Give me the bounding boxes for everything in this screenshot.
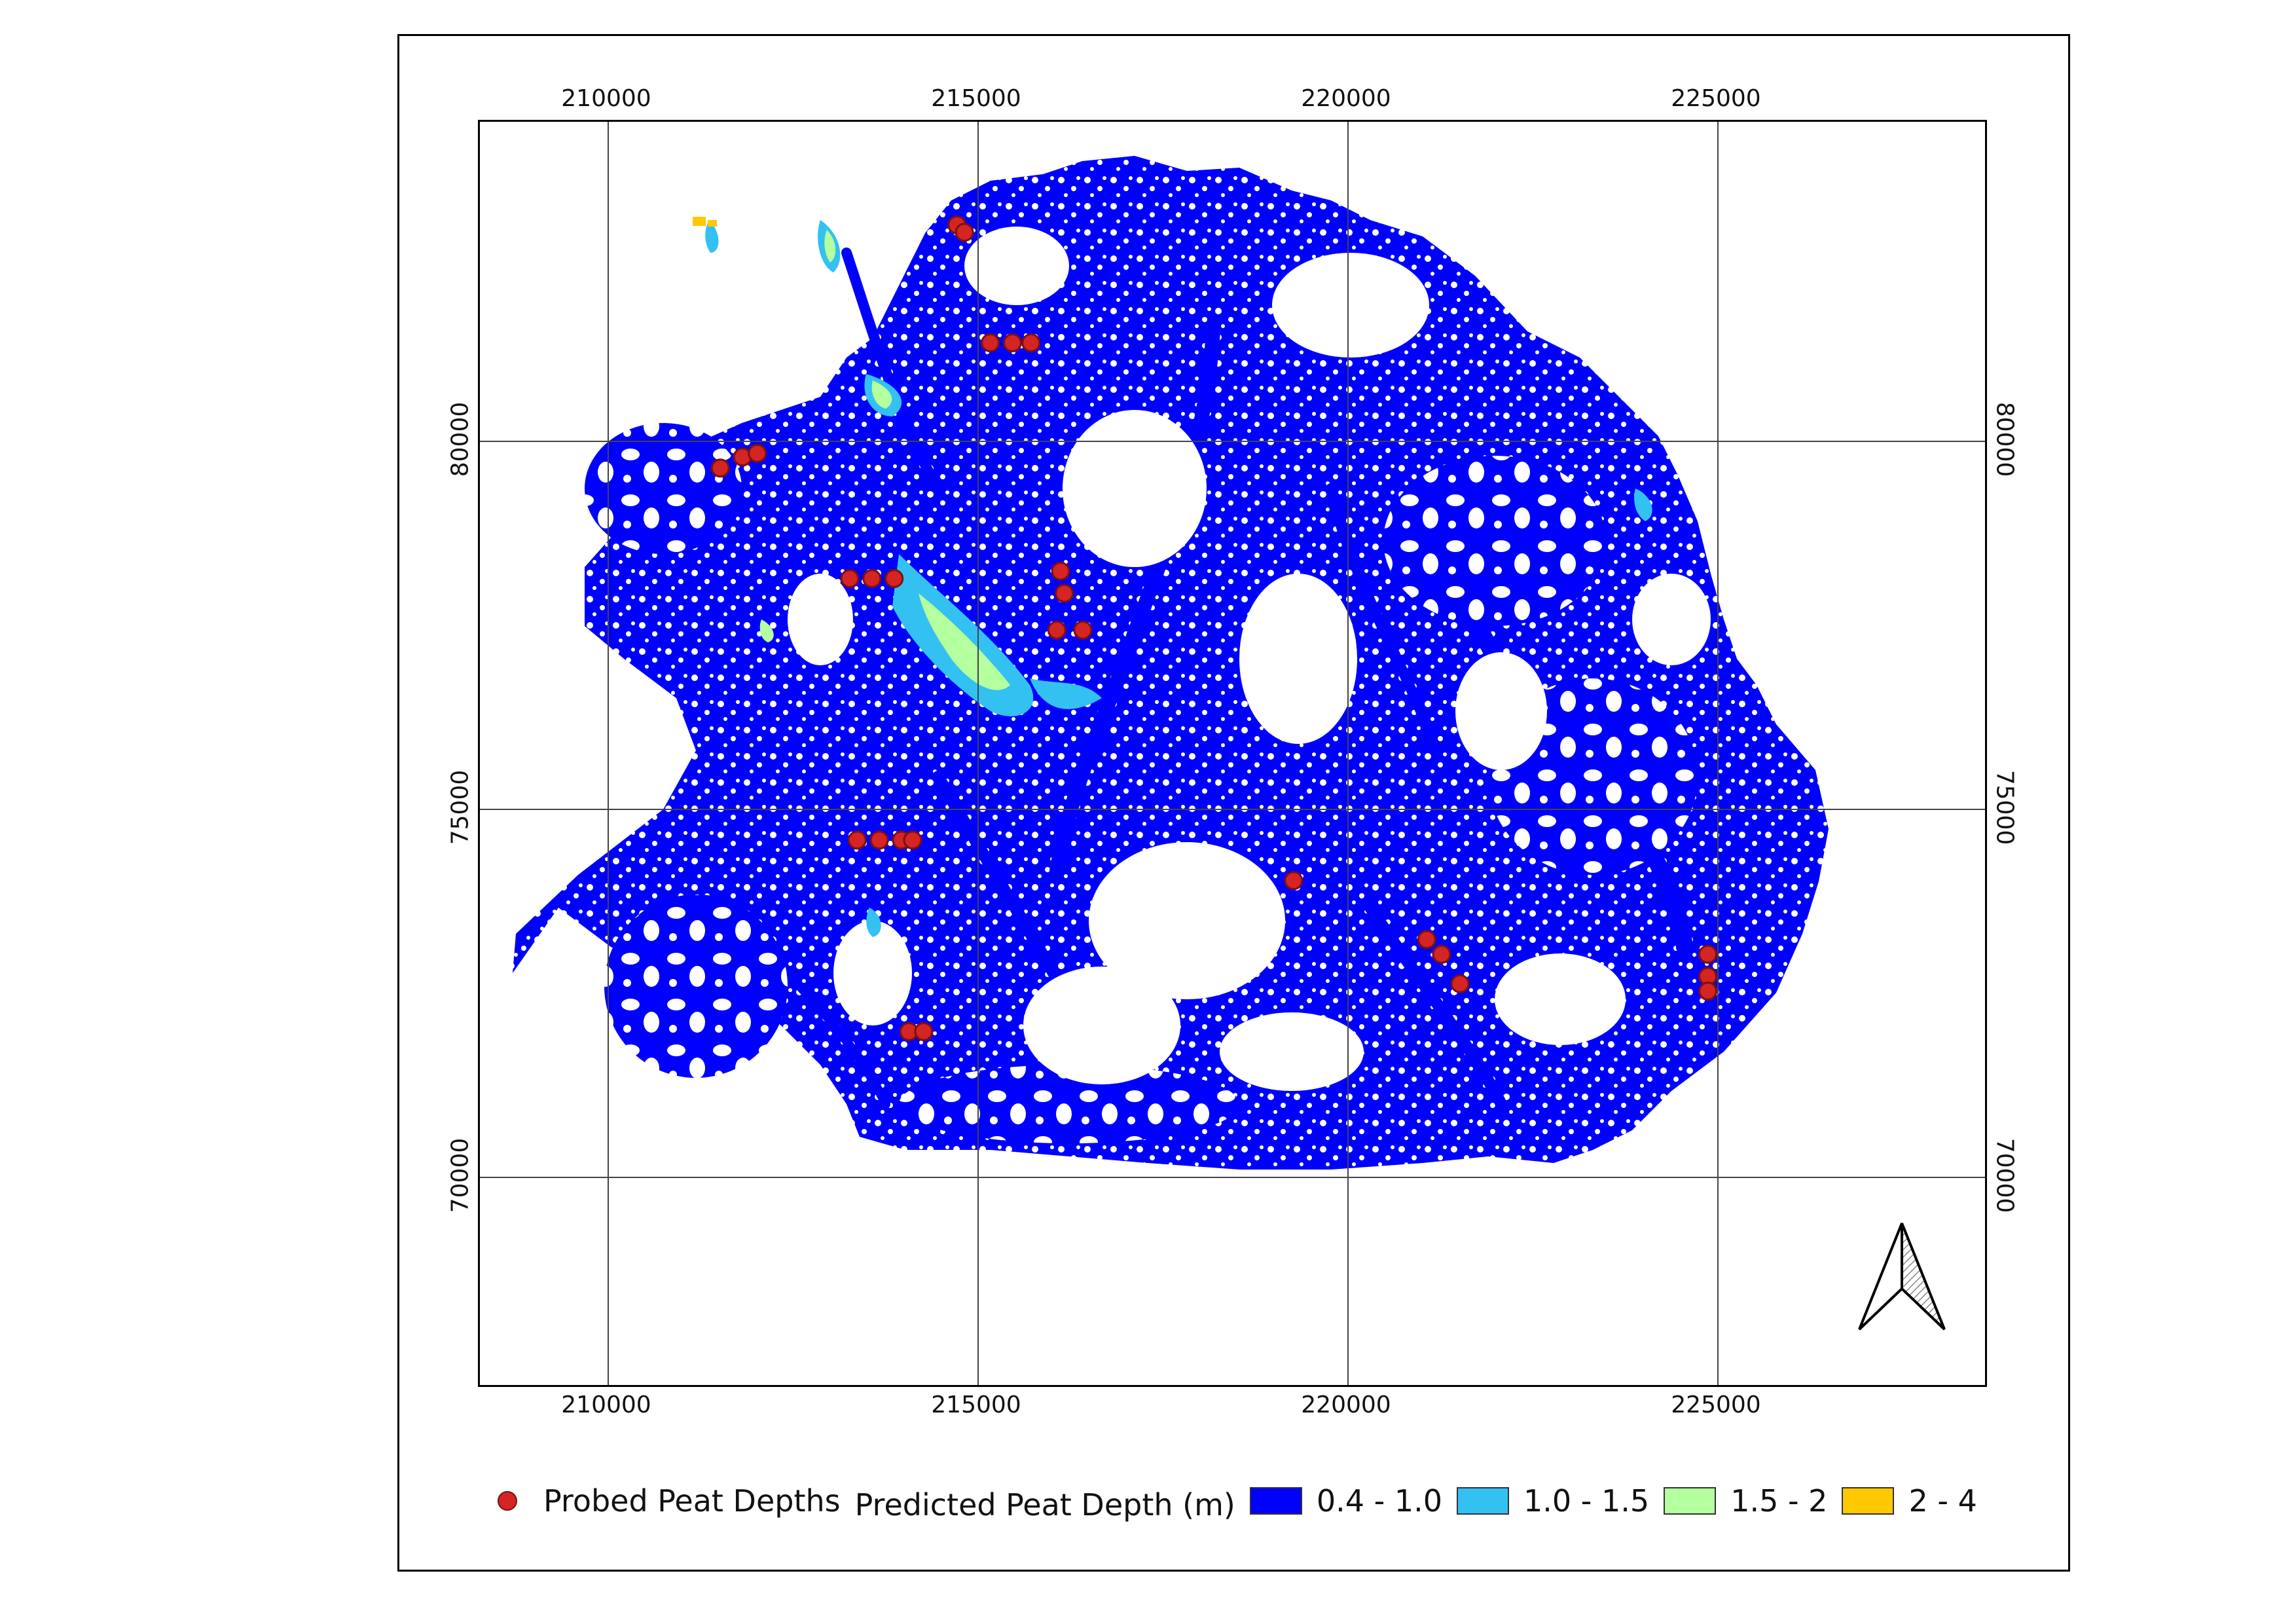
legend-class-label: 2 - 4 [1908, 1483, 1977, 1519]
probe-point [1003, 333, 1022, 352]
coordinate-grid [480, 122, 1985, 1385]
x-tick-bottom-1: 210000 [561, 1392, 651, 1418]
x-tick-top-2: 215000 [931, 85, 1021, 112]
x-tick-top-3: 220000 [1301, 85, 1391, 112]
legend-class-3: 1.5 - 2 [1664, 1483, 1827, 1519]
y-tick-left-2: 75000 [446, 769, 474, 845]
probe-point [1055, 583, 1074, 603]
y-tick-right-2: 75000 [1991, 769, 2018, 845]
north-arrow-icon [1858, 1223, 1946, 1331]
probe-point [884, 569, 904, 588]
probe-point [748, 443, 767, 463]
probe-point [1698, 944, 1718, 964]
peat-extent-area [513, 156, 1829, 1170]
map-frame [397, 34, 2070, 1572]
y-tick-right-3: 70000 [1991, 1137, 2018, 1213]
legend-class-label: 1.5 - 2 [1730, 1483, 1828, 1519]
y-tick-left-3: 70000 [446, 1137, 474, 1213]
legend-swatch [1664, 1487, 1717, 1515]
probe-point [955, 223, 974, 242]
legend-title: Predicted Peat Depth (m) [854, 1483, 1235, 1522]
probe-point [1417, 930, 1436, 950]
legend-class-1: 0.4 - 1.0 [1249, 1483, 1443, 1519]
x-tick-top-4: 225000 [1671, 85, 1761, 112]
probe-point [1073, 620, 1093, 640]
legend-class-label: 1.0 - 1.5 [1523, 1483, 1650, 1519]
north-arrow [1853, 1218, 1951, 1338]
legend-class-label: 0.4 - 1.0 [1316, 1483, 1443, 1519]
map-legend: Probed Peat Depths Predicted Peat Depth … [498, 1481, 1992, 1522]
probe-point [710, 458, 730, 478]
legend-swatch [1457, 1487, 1510, 1515]
probe-point [903, 830, 922, 850]
legend-swatch [1249, 1487, 1302, 1515]
probe-point [840, 569, 860, 588]
probe-point [1698, 982, 1718, 1001]
probe-point [1021, 333, 1041, 352]
probe-point [1051, 561, 1070, 581]
probe-point [981, 333, 1000, 352]
probe-point [1450, 974, 1470, 993]
probe-dot-icon [498, 1491, 517, 1511]
legend-swatch [1842, 1487, 1895, 1515]
probe-point [869, 830, 889, 850]
x-tick-bottom-2: 215000 [931, 1392, 1021, 1418]
x-tick-bottom-4: 225000 [1671, 1392, 1761, 1418]
deep-peat-zones [693, 217, 1652, 937]
probe-point [847, 830, 867, 850]
y-tick-left-1: 80000 [446, 401, 474, 477]
probe-point [1047, 620, 1066, 640]
probe-point [914, 1022, 934, 1041]
probe-point [1284, 871, 1303, 891]
non-peat-patches [788, 227, 1711, 1091]
x-tick-top-1: 210000 [561, 85, 651, 112]
legend-probe-label: Probed Peat Depths [543, 1483, 841, 1519]
x-tick-bottom-3: 220000 [1301, 1392, 1391, 1418]
y-tick-right-1: 80000 [1991, 401, 2018, 477]
legend-class-4: 2 - 4 [1842, 1483, 1977, 1519]
legend-class-2: 1.0 - 1.5 [1457, 1483, 1649, 1519]
peat-depth-map[interactable] [478, 120, 1987, 1387]
probe-points-layer [710, 215, 1718, 1041]
legend-title-label: Predicted Peat Depth (m) [854, 1487, 1235, 1522]
probe-point [862, 569, 882, 588]
legend-probe-item: Probed Peat Depths [498, 1483, 841, 1519]
probe-point [1432, 944, 1451, 964]
